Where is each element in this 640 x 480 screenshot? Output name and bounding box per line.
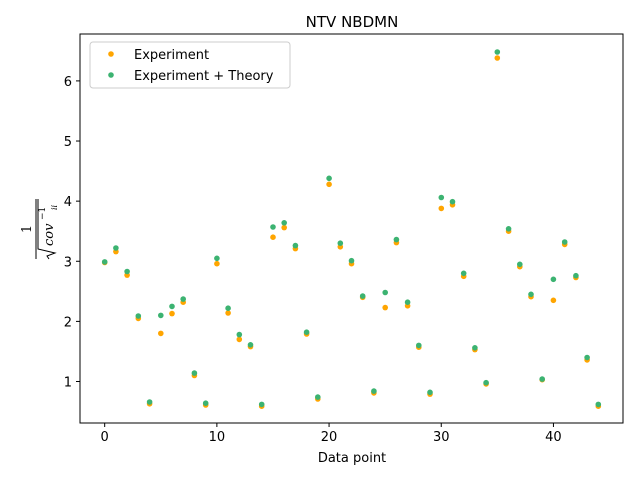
- point-experiment-theory-8: [191, 370, 198, 376]
- point-experiment-theory-36: [505, 226, 512, 232]
- point-experiment-15: [270, 234, 276, 240]
- point-experiment-theory-2: [124, 268, 130, 275]
- point-experiment-theory-41: [561, 239, 568, 245]
- point-experiment-30: [438, 205, 445, 212]
- point-experiment-theory-20: [326, 175, 332, 182]
- point-experiment-theory-24: [371, 388, 377, 394]
- y-tick-label: 1: [64, 376, 72, 391]
- point-experiment-theory-14: [258, 401, 265, 408]
- y-tick-label: 5: [64, 135, 72, 150]
- point-experiment-theory-6: [169, 303, 175, 310]
- legend-label-experiment-theory: Experiment + Theory: [134, 69, 274, 84]
- data-points: [101, 49, 602, 410]
- point-experiment-theory-34: [483, 379, 489, 386]
- point-experiment-theory-42: [573, 272, 579, 279]
- point-experiment-theory-16: [281, 220, 288, 226]
- point-experiment-theory-39: [539, 376, 545, 382]
- point-experiment-theory-31: [449, 198, 456, 205]
- y-label-numerator: 1: [20, 225, 35, 233]
- point-experiment-theory-25: [382, 289, 389, 296]
- y-tick-label: 4: [64, 195, 72, 210]
- x-axis-label: Data point: [318, 451, 386, 466]
- y-axis-ticks: 1 2 3 4 5 6: [64, 75, 80, 391]
- point-experiment-theory-33: [472, 345, 478, 351]
- point-experiment-12: [236, 336, 243, 343]
- x-tick-label: 20: [321, 430, 338, 445]
- y-tick-label: 6: [64, 75, 72, 90]
- point-experiment-theory-3: [135, 313, 142, 319]
- y-label-superscript: −1: [38, 207, 48, 220]
- point-experiment-theory-22: [348, 257, 355, 264]
- x-tick-label: 10: [209, 430, 226, 445]
- x-tick-label: 30: [433, 430, 450, 445]
- point-experiment-theory-21: [337, 240, 344, 246]
- point-experiment-10: [214, 260, 220, 267]
- point-experiment-40: [550, 297, 557, 304]
- point-experiment-theory-44: [595, 401, 602, 408]
- legend: Experiment Experiment + Theory: [89, 41, 291, 89]
- point-experiment-20: [326, 181, 332, 188]
- point-experiment-theory-37: [517, 261, 523, 268]
- x-tick-label: 0: [101, 430, 109, 445]
- point-experiment-theory-27: [404, 299, 411, 306]
- point-experiment-theory-12: [236, 331, 243, 338]
- point-experiment-theory-17: [292, 242, 299, 249]
- point-experiment-theory-43: [584, 354, 590, 361]
- point-experiment-theory-4: [146, 399, 153, 405]
- legend-marker-experiment-theory: [108, 72, 114, 78]
- point-experiment-theory-7: [180, 296, 186, 302]
- x-tick-label: 40: [545, 430, 562, 445]
- point-experiment-theory-0: [101, 259, 108, 265]
- point-experiment-theory-15: [270, 224, 276, 230]
- point-experiment-theory-29: [427, 389, 433, 396]
- point-experiment-theory-28: [416, 342, 422, 349]
- point-experiment-theory-13: [247, 342, 254, 348]
- legend-label-experiment: Experiment: [134, 48, 209, 63]
- point-experiment-25: [382, 304, 389, 311]
- point-experiment-theory-5: [158, 312, 164, 319]
- point-experiment-theory-26: [393, 236, 400, 243]
- point-experiment-theory-11: [225, 305, 231, 312]
- point-experiment-theory-10: [214, 255, 220, 262]
- point-experiment-theory-35: [494, 49, 501, 55]
- point-experiment-theory-9: [202, 400, 209, 407]
- point-experiment-theory-1: [113, 245, 119, 251]
- point-experiment-theory-32: [460, 270, 467, 277]
- point-experiment-theory-23: [359, 293, 366, 299]
- point-experiment-theory-18: [303, 329, 310, 336]
- point-experiment-11: [225, 310, 231, 316]
- legend-marker-experiment: [108, 51, 114, 57]
- plot-frame: [79, 33, 624, 424]
- point-experiment-5: [158, 330, 164, 337]
- point-experiment-theory-38: [528, 291, 534, 298]
- y-tick-label: 2: [64, 315, 72, 330]
- point-experiment-theory-30: [438, 194, 445, 201]
- point-experiment-theory-19: [315, 394, 321, 400]
- y-label-radical: [37, 199, 57, 260]
- point-experiment-35: [494, 55, 501, 61]
- y-tick-label: 3: [64, 255, 72, 270]
- point-experiment-6: [169, 310, 175, 317]
- y-axis-label: 1 cov −1 ii: [20, 199, 59, 260]
- point-experiment-theory-40: [550, 276, 557, 283]
- y-label-radicand: cov: [42, 223, 57, 246]
- legend-box: [89, 41, 291, 89]
- y-label-subscript: ii: [50, 204, 59, 210]
- chart-title: NTV NBDMN: [306, 13, 399, 31]
- point-experiment-16: [281, 224, 288, 231]
- x-axis-ticks: 0 10 20 30 40: [101, 423, 562, 445]
